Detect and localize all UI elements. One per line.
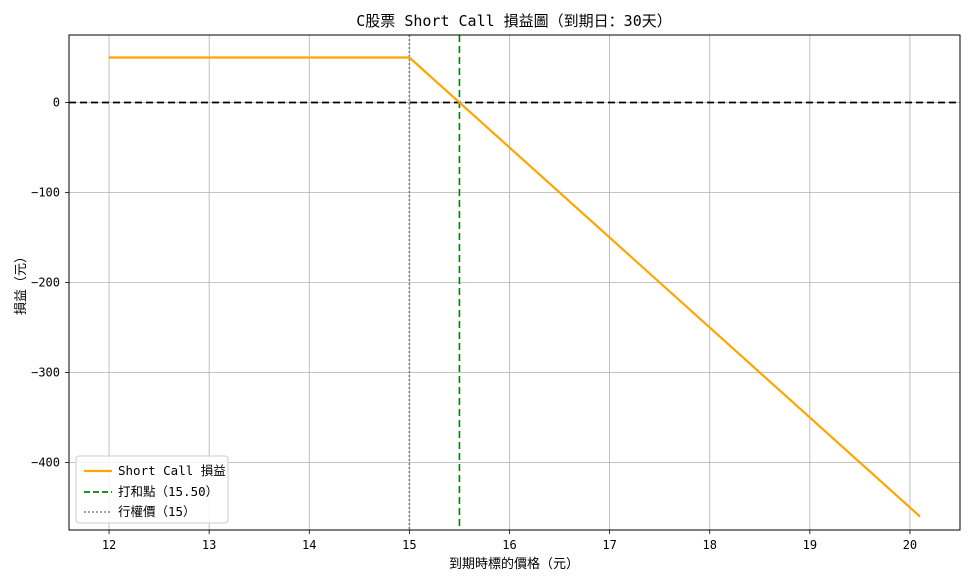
legend-label-strike: 行權價（15） [118, 504, 196, 519]
legend-label-breakeven: 打和點（15.50） [118, 484, 218, 499]
legend-box [75, 455, 229, 524]
y-tick-label: 0 [53, 96, 60, 110]
x-tick-label: 15 [402, 538, 416, 552]
x-tick-label: 12 [102, 538, 116, 552]
x-tick-label: 18 [702, 538, 716, 552]
y-tick-label: −400 [31, 456, 60, 470]
x-axis-title: 到期時標的價格（元） [449, 556, 579, 572]
y-axis-ticks: 0 −100 −200 −300 −400 [31, 96, 69, 470]
x-tick-label: 16 [502, 538, 516, 552]
y-tick-label: −100 [31, 186, 60, 200]
x-tick-label: 17 [602, 538, 616, 552]
reference-lines [69, 35, 960, 530]
legend-label-short-call: Short Call 損益 [118, 463, 226, 478]
series [109, 56, 921, 518]
x-tick-label: 13 [202, 538, 216, 552]
x-tick-label: 20 [903, 538, 917, 552]
series-line [109, 56, 921, 518]
y-axis-title: 損益（元） [14, 250, 29, 315]
y-tick-label: −300 [31, 366, 60, 380]
x-tick-label: 19 [803, 538, 817, 552]
chart-title: C股票 Short Call 損益圖（到期日：30天） [356, 12, 671, 30]
legend: Short Call 損益 打和點（15.50） 行權價（15） [75, 455, 229, 524]
x-tick-label: 14 [302, 538, 316, 552]
x-axis-ticks: 12 13 14 15 16 17 18 19 20 [102, 530, 917, 552]
y-tick-label: −200 [31, 276, 60, 290]
